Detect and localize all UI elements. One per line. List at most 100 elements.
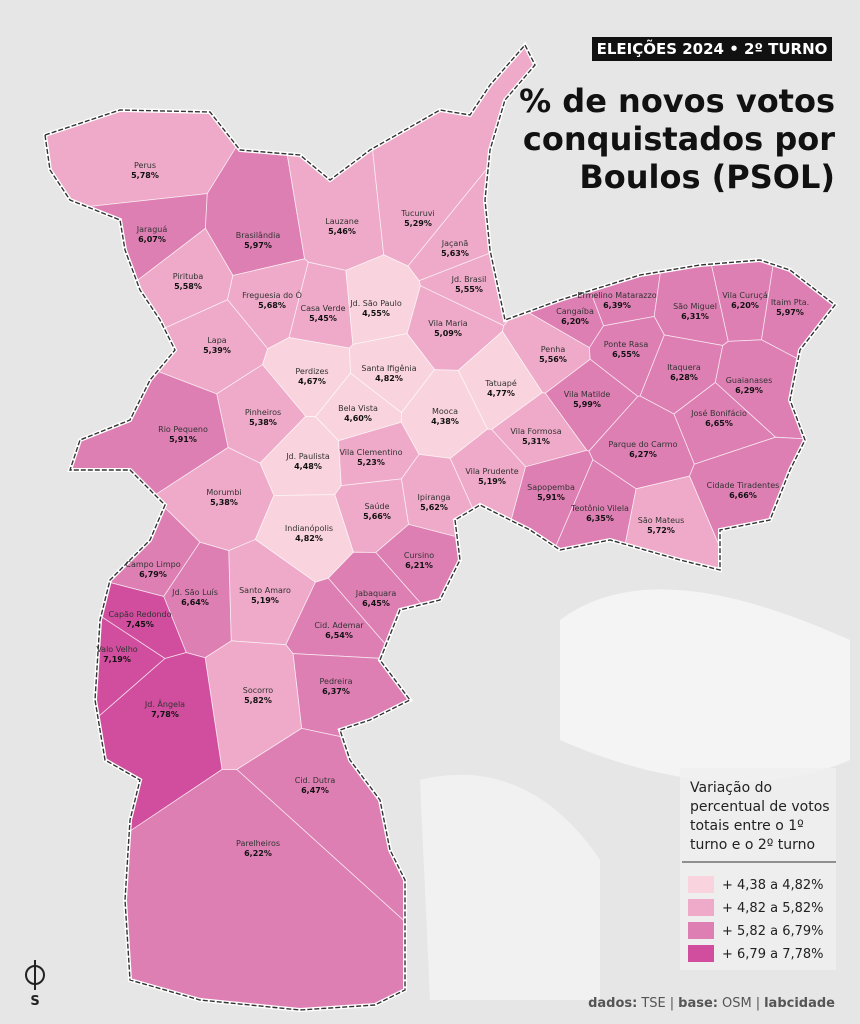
district-value: 5,72% [647,526,675,535]
district-name: Cid. Dutra [295,776,336,785]
district-value: 5,97% [244,241,272,250]
district-name: Pedreira [320,677,353,686]
district-name: Jaraguá [136,225,168,234]
footer-part: | [670,996,674,1011]
district-value: 6,07% [138,235,166,244]
district-value: 6,20% [561,317,589,326]
district-name: Sapopemba [527,483,575,492]
svg-text:S: S [30,994,39,1009]
district-value: 6,35% [586,514,614,523]
district-value: 5,19% [478,477,506,486]
logo: S [25,960,45,1009]
district-name: Jd. Ângela [144,698,185,709]
district-name: Parque do Carmo [609,440,678,449]
district-name: Ermelino Matarazzo [577,291,656,300]
district-value: 5,62% [420,503,448,512]
district-value: 5,29% [404,219,432,228]
district-name: Pinheiros [245,408,281,417]
district-name: São Mateus [638,516,685,525]
land-patch [560,589,850,782]
district-value: 5,97% [776,308,804,317]
district-name: Jd. São Luís [171,588,218,597]
district-name: Vila Maria [428,319,468,328]
district-value: 5,19% [251,596,279,605]
district-name: Perus [134,161,156,170]
district-value: 6,29% [735,386,763,395]
district-name: Mooca [432,407,458,416]
district-name: Vila Matilde [564,390,611,399]
district-value: 6,37% [322,687,350,696]
district-name: Vila Formosa [510,427,561,436]
district-name: Morumbi [206,488,241,497]
district-name: Lapa [207,336,226,345]
district-value: 5,63% [441,249,469,258]
district-value: 5,39% [203,346,231,355]
district-name: Brasilândia [236,231,281,240]
legend-swatch [688,922,714,939]
district-name: Rio Pequeno [158,425,208,434]
land-patch [420,774,600,1000]
legend-title: turno e o 2º turno [690,837,815,853]
district-value: 5,38% [210,498,238,507]
district-name: Vila Curuçá [722,291,768,300]
district-value: 6,39% [603,301,631,310]
district-name: Pirituba [173,272,204,281]
district-name: Cangaíba [556,307,594,316]
district-value: 5,58% [174,282,202,291]
district-name: José Bonifácio [690,408,747,418]
district-name: Valo Velho [96,645,137,654]
legend-label: + 4,82 a 5,82% [722,901,824,916]
district-value: 6,79% [139,570,167,579]
district-name: Jabaquara [355,589,397,598]
district-value: 5,38% [249,418,277,427]
district-name: Freguesia do Ó [242,289,302,300]
legend-title: totais entre o 1º [690,818,804,834]
district-name: Ponte Rasa [604,340,649,349]
district-name: Teotônio Vilela [570,503,629,513]
legend-title: percentual de votos [690,799,830,815]
district-name: Jd. Brasil [451,275,487,284]
district-name: Lauzane [325,217,359,226]
district-value: 5,09% [434,329,462,338]
district-value: 4,82% [295,534,323,543]
district-name: Tatuapé [484,378,517,388]
district-value: 7,45% [126,620,154,629]
legend-swatch [688,899,714,916]
district-value: 5,55% [455,285,483,294]
district-name: Perdizes [295,367,328,376]
district-name: Jd. Paulista [285,452,330,461]
district-value: 4,55% [362,309,390,318]
district-value: 6,21% [405,561,433,570]
district-name: Guaianases [726,376,773,385]
district-value: 6,20% [731,301,759,310]
district-value: 5,68% [258,301,286,310]
district-value: 5,82% [244,696,272,705]
footer-part: OSM [722,996,752,1011]
district-value: 6,65% [705,419,733,428]
legend-title: Variação do [690,780,772,796]
district-value: 4,67% [298,377,326,386]
district-value: 6,47% [301,786,329,795]
district-name: Bela Vista [338,404,378,413]
footer-part: base: [678,996,718,1011]
district-value: 6,66% [729,491,757,500]
district-name: Jaçanã [441,239,469,248]
district-name: Socorro [243,686,274,695]
district-name: Jd. São Paulo [349,299,402,308]
district-name: Vila Clementino [339,448,402,457]
district-value: 6,64% [181,598,209,607]
district-value: 6,55% [612,350,640,359]
legend-label: + 4,38 a 4,82% [722,878,824,893]
district-name: Saúde [364,502,389,511]
title-line: Boulos (PSOL) [579,158,835,196]
district-value: 4,77% [487,389,515,398]
district-value: 4,38% [431,417,459,426]
district-name: Ipiranga [418,493,451,502]
district-name: Penha [541,345,566,354]
district-value: 6,45% [362,599,390,608]
district-name: Tucuruvi [400,209,435,218]
footer-part: dados: [588,996,637,1011]
district-value: 5,56% [539,355,567,364]
district-value: 5,23% [357,458,385,467]
